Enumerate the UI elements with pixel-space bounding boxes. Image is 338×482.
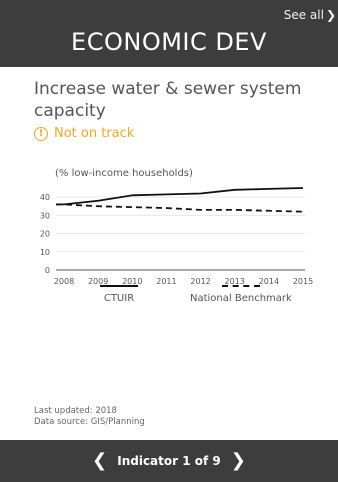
chevron-right-icon[interactable]: ❯ <box>325 8 336 22</box>
series-line-ctuir <box>56 187 304 206</box>
legend-label-national-benchmark: National Benchmark <box>190 293 292 304</box>
data-source: Data source: GIS/Planning <box>34 417 145 427</box>
indicator-pager: ❮ Indicator 1 of 9 ❯ <box>0 440 338 482</box>
y-tick-label: 30 <box>40 211 50 220</box>
legend-swatch-dashed <box>221 285 260 287</box>
header-bar: See all ❯ ECONOMIC DEV <box>0 0 338 67</box>
warning-icon: ! <box>34 126 48 141</box>
x-tick-label: 2013 <box>225 277 245 286</box>
section-title: ECONOMIC DEV <box>71 28 267 56</box>
line-chart: 0 10 20 30 40 2008 2009 2010 2011 2012 2013 2014 201… <box>40 187 313 286</box>
x-tick-label: 2014 <box>259 277 279 286</box>
footer-meta: Last updated: 2018 Data source: GIS/Plan… <box>34 406 145 428</box>
status-label: Not on track <box>54 126 135 141</box>
legend-swatch-solid <box>100 285 138 287</box>
indicator-title: Increase water & sewer system capacity <box>34 79 302 121</box>
chevron-right-icon[interactable]: ❯ <box>230 450 246 471</box>
legend-item-ctuir: CTUIR <box>100 285 138 304</box>
see-all-link[interactable]: See all ❯ <box>284 8 336 22</box>
pager-label: Indicator 1 of 9 <box>117 454 221 468</box>
x-tick-label: 2012 <box>190 277 210 286</box>
last-updated: Last updated: 2018 <box>34 406 117 416</box>
series-line-national-benchmark <box>56 203 304 213</box>
x-tick-label: 2011 <box>156 277 176 286</box>
y-tick-label: 40 <box>40 193 50 202</box>
legend-label-ctuir: CTUIR <box>103 293 135 304</box>
chart-y-label: (% low-income households) <box>55 168 193 179</box>
status-badge: ! Not on track <box>34 126 134 141</box>
x-tick-label: 2010 <box>122 277 142 286</box>
y-tick-label: 20 <box>40 230 50 239</box>
x-tick-label: 2009 <box>88 277 108 286</box>
y-tick-label: 10 <box>40 248 50 257</box>
chevron-left-icon[interactable]: ❮ <box>92 450 108 471</box>
x-tick-label: 2008 <box>54 277 74 286</box>
y-tick-label: 0 <box>45 266 50 275</box>
see-all-label[interactable]: See all <box>283 8 324 22</box>
legend-item-national-benchmark: National Benchmark <box>190 285 292 304</box>
x-tick-label: 2015 <box>293 277 313 286</box>
